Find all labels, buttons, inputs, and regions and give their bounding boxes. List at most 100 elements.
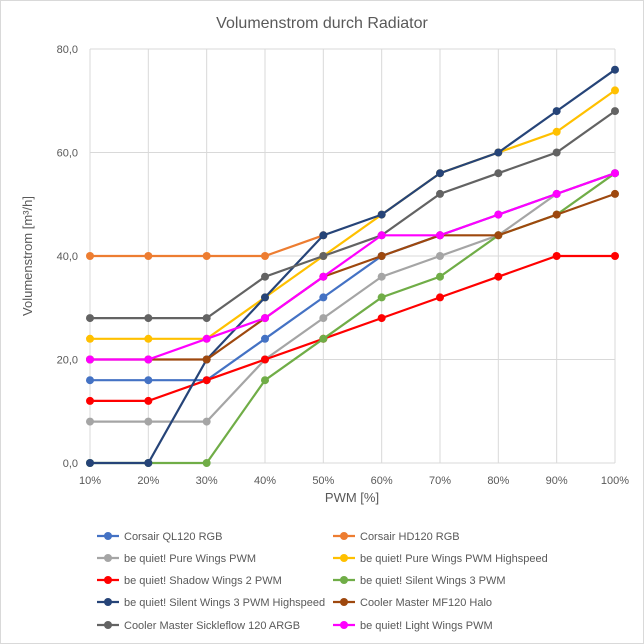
series-8 xyxy=(86,107,619,323)
x-tick-label: 60% xyxy=(371,475,393,487)
data-point xyxy=(144,355,153,364)
x-tick-label: 20% xyxy=(137,475,159,487)
data-point xyxy=(377,314,386,323)
data-point xyxy=(494,169,503,178)
legend-item: Corsair QL120 RGB xyxy=(97,531,222,543)
y-tick-label: 20,0 xyxy=(57,355,78,367)
data-point xyxy=(144,459,153,467)
data-point xyxy=(611,107,619,116)
data-point xyxy=(144,376,153,385)
data-point xyxy=(144,252,153,260)
data-point xyxy=(86,334,94,343)
data-point xyxy=(436,252,444,260)
legend-marker xyxy=(104,576,112,584)
data-point xyxy=(319,252,328,260)
data-point xyxy=(552,127,561,136)
data-point xyxy=(319,231,328,240)
data-point xyxy=(261,334,269,343)
data-point xyxy=(319,293,328,302)
legend-item: be quiet! Silent Wings 3 PWM Highspeed xyxy=(97,597,325,609)
legend-marker xyxy=(104,598,112,606)
data-point xyxy=(202,334,211,343)
legend-item: Corsair HD120 RGB xyxy=(333,531,460,543)
series-1 xyxy=(86,231,328,260)
data-point xyxy=(319,334,328,343)
series-0 xyxy=(86,169,619,385)
legend-marker xyxy=(340,621,348,629)
legend-label: be quiet! Light Wings PWM xyxy=(360,620,493,632)
x-axis-title: PWM [%] xyxy=(325,490,379,505)
data-point xyxy=(86,417,94,426)
data-point xyxy=(494,210,503,219)
data-point xyxy=(552,189,561,198)
legend-label: be quiet! Silent Wings 3 PWM Highspeed xyxy=(124,597,325,609)
data-point xyxy=(552,107,561,116)
legend-item: Cooler Master Sickleflow 120 ARGB xyxy=(97,620,300,632)
legend-label: be quiet! Pure Wings PWM Highspeed xyxy=(360,553,548,565)
data-point xyxy=(86,396,94,405)
series-line xyxy=(90,89,616,340)
data-point xyxy=(552,210,561,219)
legend-marker xyxy=(104,554,112,562)
x-tick-label: 30% xyxy=(196,475,218,487)
legend-marker xyxy=(340,598,348,606)
data-point xyxy=(552,148,561,157)
data-point xyxy=(86,376,94,385)
y-tick-label: 80,0 xyxy=(57,44,78,56)
data-point xyxy=(436,231,444,240)
x-tick-label: 100% xyxy=(601,475,629,487)
data-point xyxy=(611,169,619,178)
series-2 xyxy=(86,169,619,426)
legend-item: Cooler Master MF120 Halo xyxy=(333,597,492,609)
y-axis-title: Volumenstrom [m³/h] xyxy=(20,196,35,316)
data-point xyxy=(144,417,153,426)
legend-item: be quiet! Light Wings PWM xyxy=(333,620,493,632)
series-line xyxy=(90,172,616,361)
data-point xyxy=(319,272,328,281)
data-point xyxy=(377,252,386,260)
data-point xyxy=(86,314,94,323)
data-point xyxy=(202,417,211,426)
y-tick-label: 60,0 xyxy=(57,148,78,160)
data-point xyxy=(144,334,153,343)
data-point xyxy=(611,65,619,74)
data-point xyxy=(86,252,94,260)
x-tick-label: 70% xyxy=(429,475,451,487)
data-point xyxy=(494,272,503,281)
data-point xyxy=(144,396,153,405)
series-line xyxy=(90,110,616,320)
data-point xyxy=(377,272,386,281)
series-line xyxy=(90,172,616,423)
chart-title: Volumenstrom durch Radiator xyxy=(216,15,428,32)
data-point xyxy=(261,376,269,385)
legend-marker xyxy=(340,532,348,540)
data-point xyxy=(377,231,386,240)
data-point xyxy=(261,355,269,364)
data-point xyxy=(552,252,561,260)
legend-label: Corsair HD120 RGB xyxy=(360,531,460,543)
data-point xyxy=(261,314,269,323)
legend-item: be quiet! Silent Wings 3 PWM xyxy=(333,575,506,587)
data-point xyxy=(261,252,269,260)
data-point xyxy=(202,314,211,323)
legend-item: be quiet! Pure Wings PWM xyxy=(97,553,256,565)
series-line xyxy=(90,68,616,465)
data-point xyxy=(261,272,269,281)
legend-marker xyxy=(340,576,348,584)
data-point xyxy=(494,231,503,240)
data-point xyxy=(86,459,94,467)
data-point xyxy=(436,272,444,281)
y-tick-label: 40,0 xyxy=(57,251,78,263)
x-tick-label: 90% xyxy=(546,475,568,487)
data-point xyxy=(202,252,211,260)
legend: Corsair QL120 RGB Corsair HD120 RGB be qui… xyxy=(97,531,548,632)
series-line xyxy=(90,172,616,382)
series-4 xyxy=(86,252,619,405)
legend-label: Cooler Master Sickleflow 120 ARGB xyxy=(124,620,300,632)
data-point xyxy=(436,189,444,198)
x-tick-label: 80% xyxy=(487,475,509,487)
data-point xyxy=(261,293,269,302)
legend-label: be quiet! Silent Wings 3 PWM xyxy=(360,575,506,587)
data-point xyxy=(377,293,386,302)
